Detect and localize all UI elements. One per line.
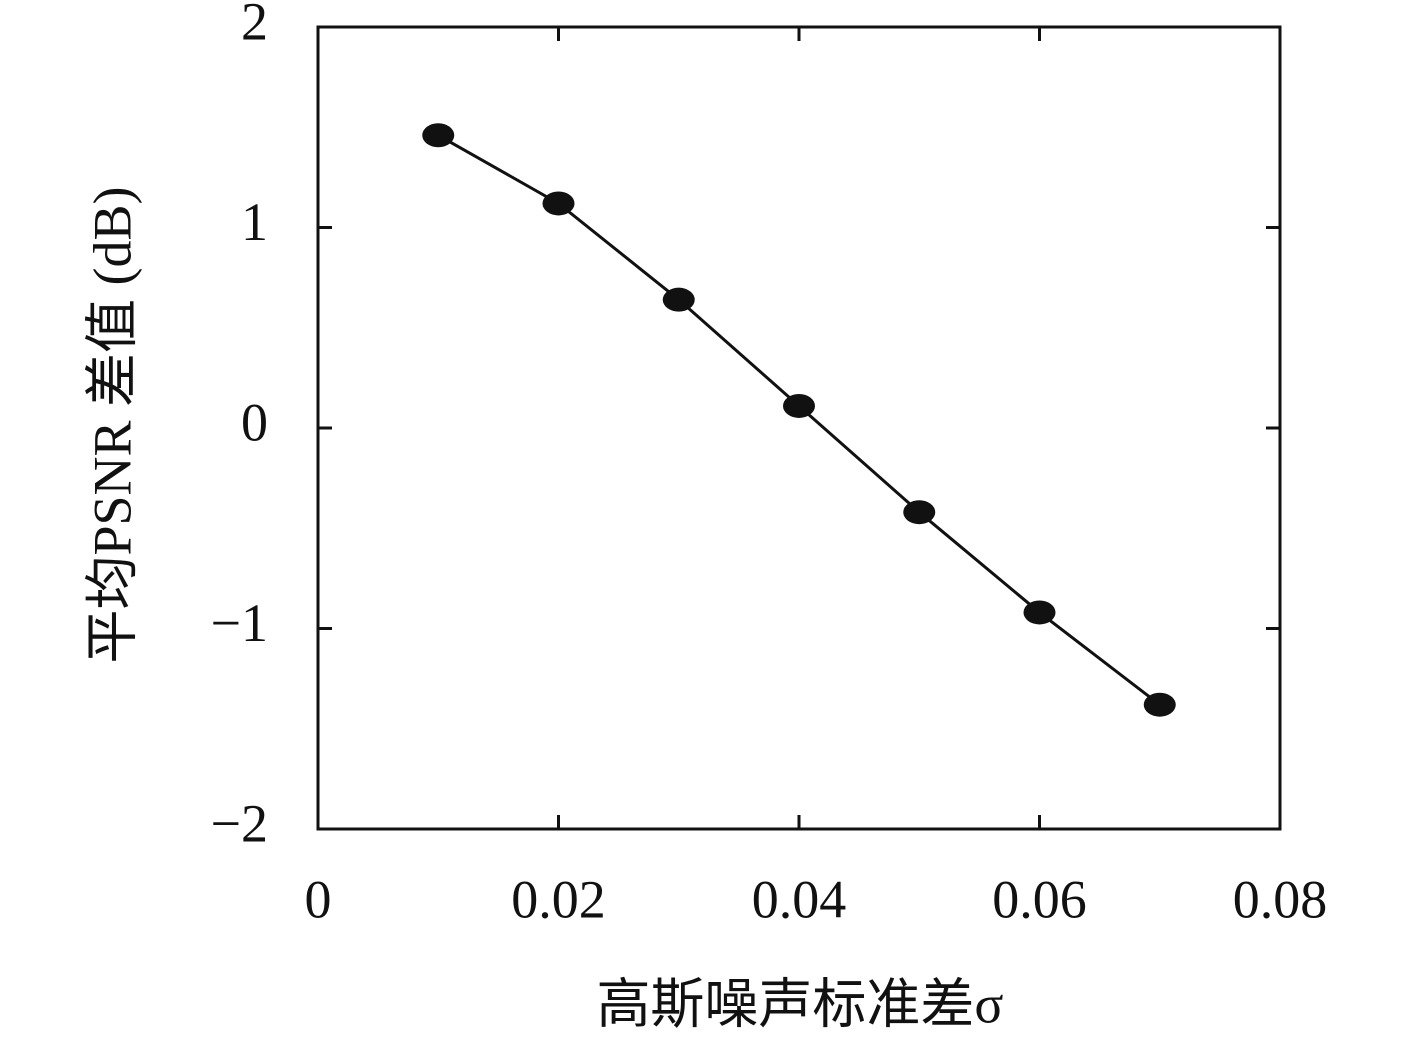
y-tick-label: −2 — [211, 793, 268, 853]
data-point — [903, 500, 936, 525]
x-tick-label: 0.02 — [511, 869, 606, 929]
x-axis-label: 高斯噪声标准差σ — [596, 974, 1003, 1034]
data-point — [783, 393, 815, 418]
y-tick-label: 0 — [241, 392, 268, 452]
data-point — [542, 191, 575, 216]
y-tick-label: 2 — [241, 0, 268, 51]
x-tick-label: 0.04 — [752, 869, 847, 929]
y-axis-label: 平均PSNR 差值 (dB) — [82, 186, 142, 663]
x-tick-label: 0 — [305, 869, 332, 929]
data-point — [1143, 692, 1176, 717]
data-point — [422, 123, 455, 148]
data-point — [662, 287, 695, 312]
x-tick-label: 0.08 — [1233, 869, 1328, 929]
x-tick-label: 0.06 — [992, 869, 1087, 929]
y-tick-label: −1 — [211, 593, 268, 653]
y-tick-label: 1 — [241, 192, 268, 252]
data-point — [1023, 600, 1056, 625]
